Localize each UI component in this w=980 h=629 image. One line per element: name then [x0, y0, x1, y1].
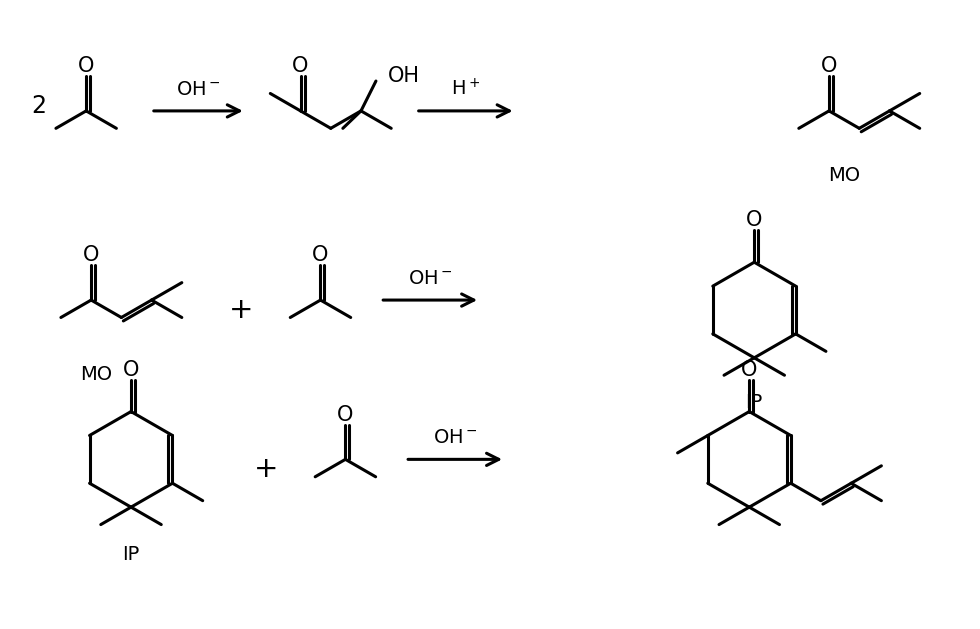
- Text: O: O: [313, 245, 328, 265]
- Text: 2: 2: [31, 94, 46, 118]
- Text: O: O: [78, 56, 94, 76]
- Text: OH: OH: [388, 66, 419, 86]
- Text: O: O: [746, 211, 762, 230]
- Text: MO: MO: [80, 365, 112, 384]
- Text: O: O: [83, 245, 99, 265]
- Text: O: O: [337, 404, 354, 425]
- Text: O: O: [122, 360, 139, 380]
- Text: MO: MO: [828, 166, 860, 185]
- Text: H$^+$: H$^+$: [451, 77, 480, 99]
- Text: O: O: [292, 56, 309, 76]
- Text: IP: IP: [746, 393, 762, 412]
- Text: O: O: [741, 360, 758, 380]
- Text: OH$^-$: OH$^-$: [408, 269, 453, 288]
- Text: +: +: [228, 296, 253, 324]
- Text: IP: IP: [122, 545, 139, 564]
- Text: OH$^-$: OH$^-$: [175, 80, 220, 99]
- Text: +: +: [254, 455, 278, 483]
- Text: O: O: [821, 56, 837, 76]
- Text: OH$^-$: OH$^-$: [432, 428, 477, 447]
